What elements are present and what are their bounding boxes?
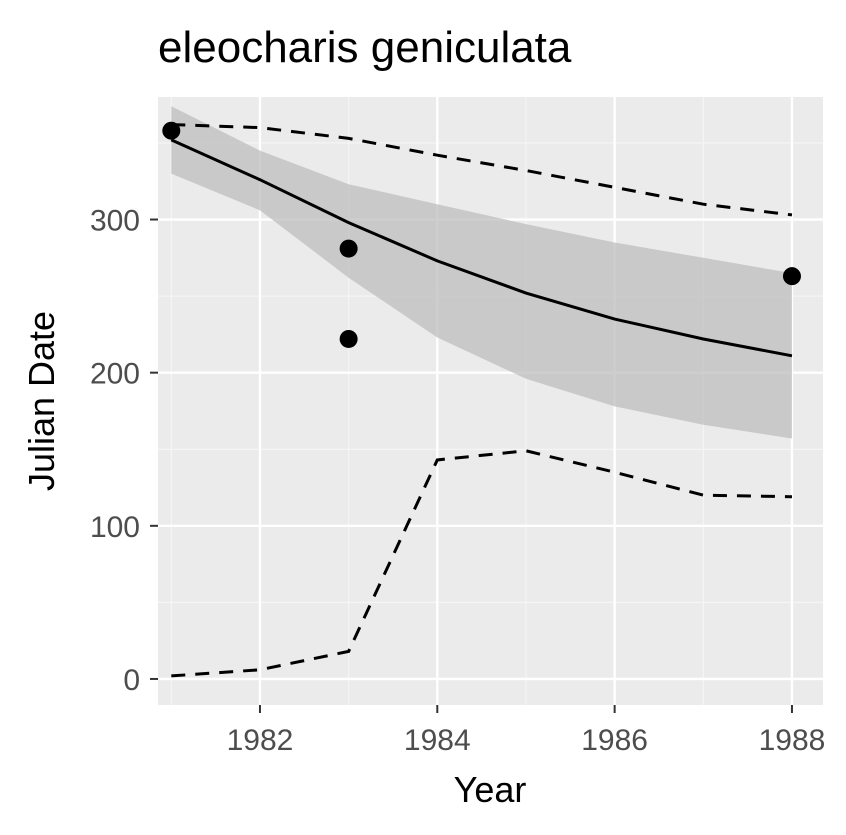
- y-tick-label: 200: [90, 358, 140, 391]
- x-tick-label: 1984: [404, 724, 471, 757]
- y-axis: 0 100 200 300: [90, 205, 158, 697]
- data-point: [162, 121, 181, 140]
- x-tick-label: 1986: [581, 724, 648, 757]
- x-tick-label: 1982: [227, 724, 294, 757]
- fit-line: [170, 138, 793, 358]
- x-axis-title: Year: [454, 769, 527, 810]
- chart-title: eleocharis geniculata: [158, 23, 572, 72]
- x-axis: 1982 1984 1986 1988: [227, 705, 826, 757]
- data-points: [162, 121, 801, 348]
- data-point: [339, 239, 358, 258]
- data-point: [782, 267, 801, 286]
- x-tick-label: 1988: [759, 724, 826, 757]
- y-tick-label: 0: [123, 664, 140, 697]
- upper-bound-dashed-line: [171, 123, 793, 217]
- data-point: [339, 329, 358, 348]
- confidence-ribbon: [171, 106, 792, 439]
- y-tick-label: 100: [90, 511, 140, 544]
- lower-bound-dashed-line: [171, 449, 792, 678]
- y-axis-title: Julian Date: [21, 311, 62, 491]
- y-tick-label: 300: [90, 205, 140, 238]
